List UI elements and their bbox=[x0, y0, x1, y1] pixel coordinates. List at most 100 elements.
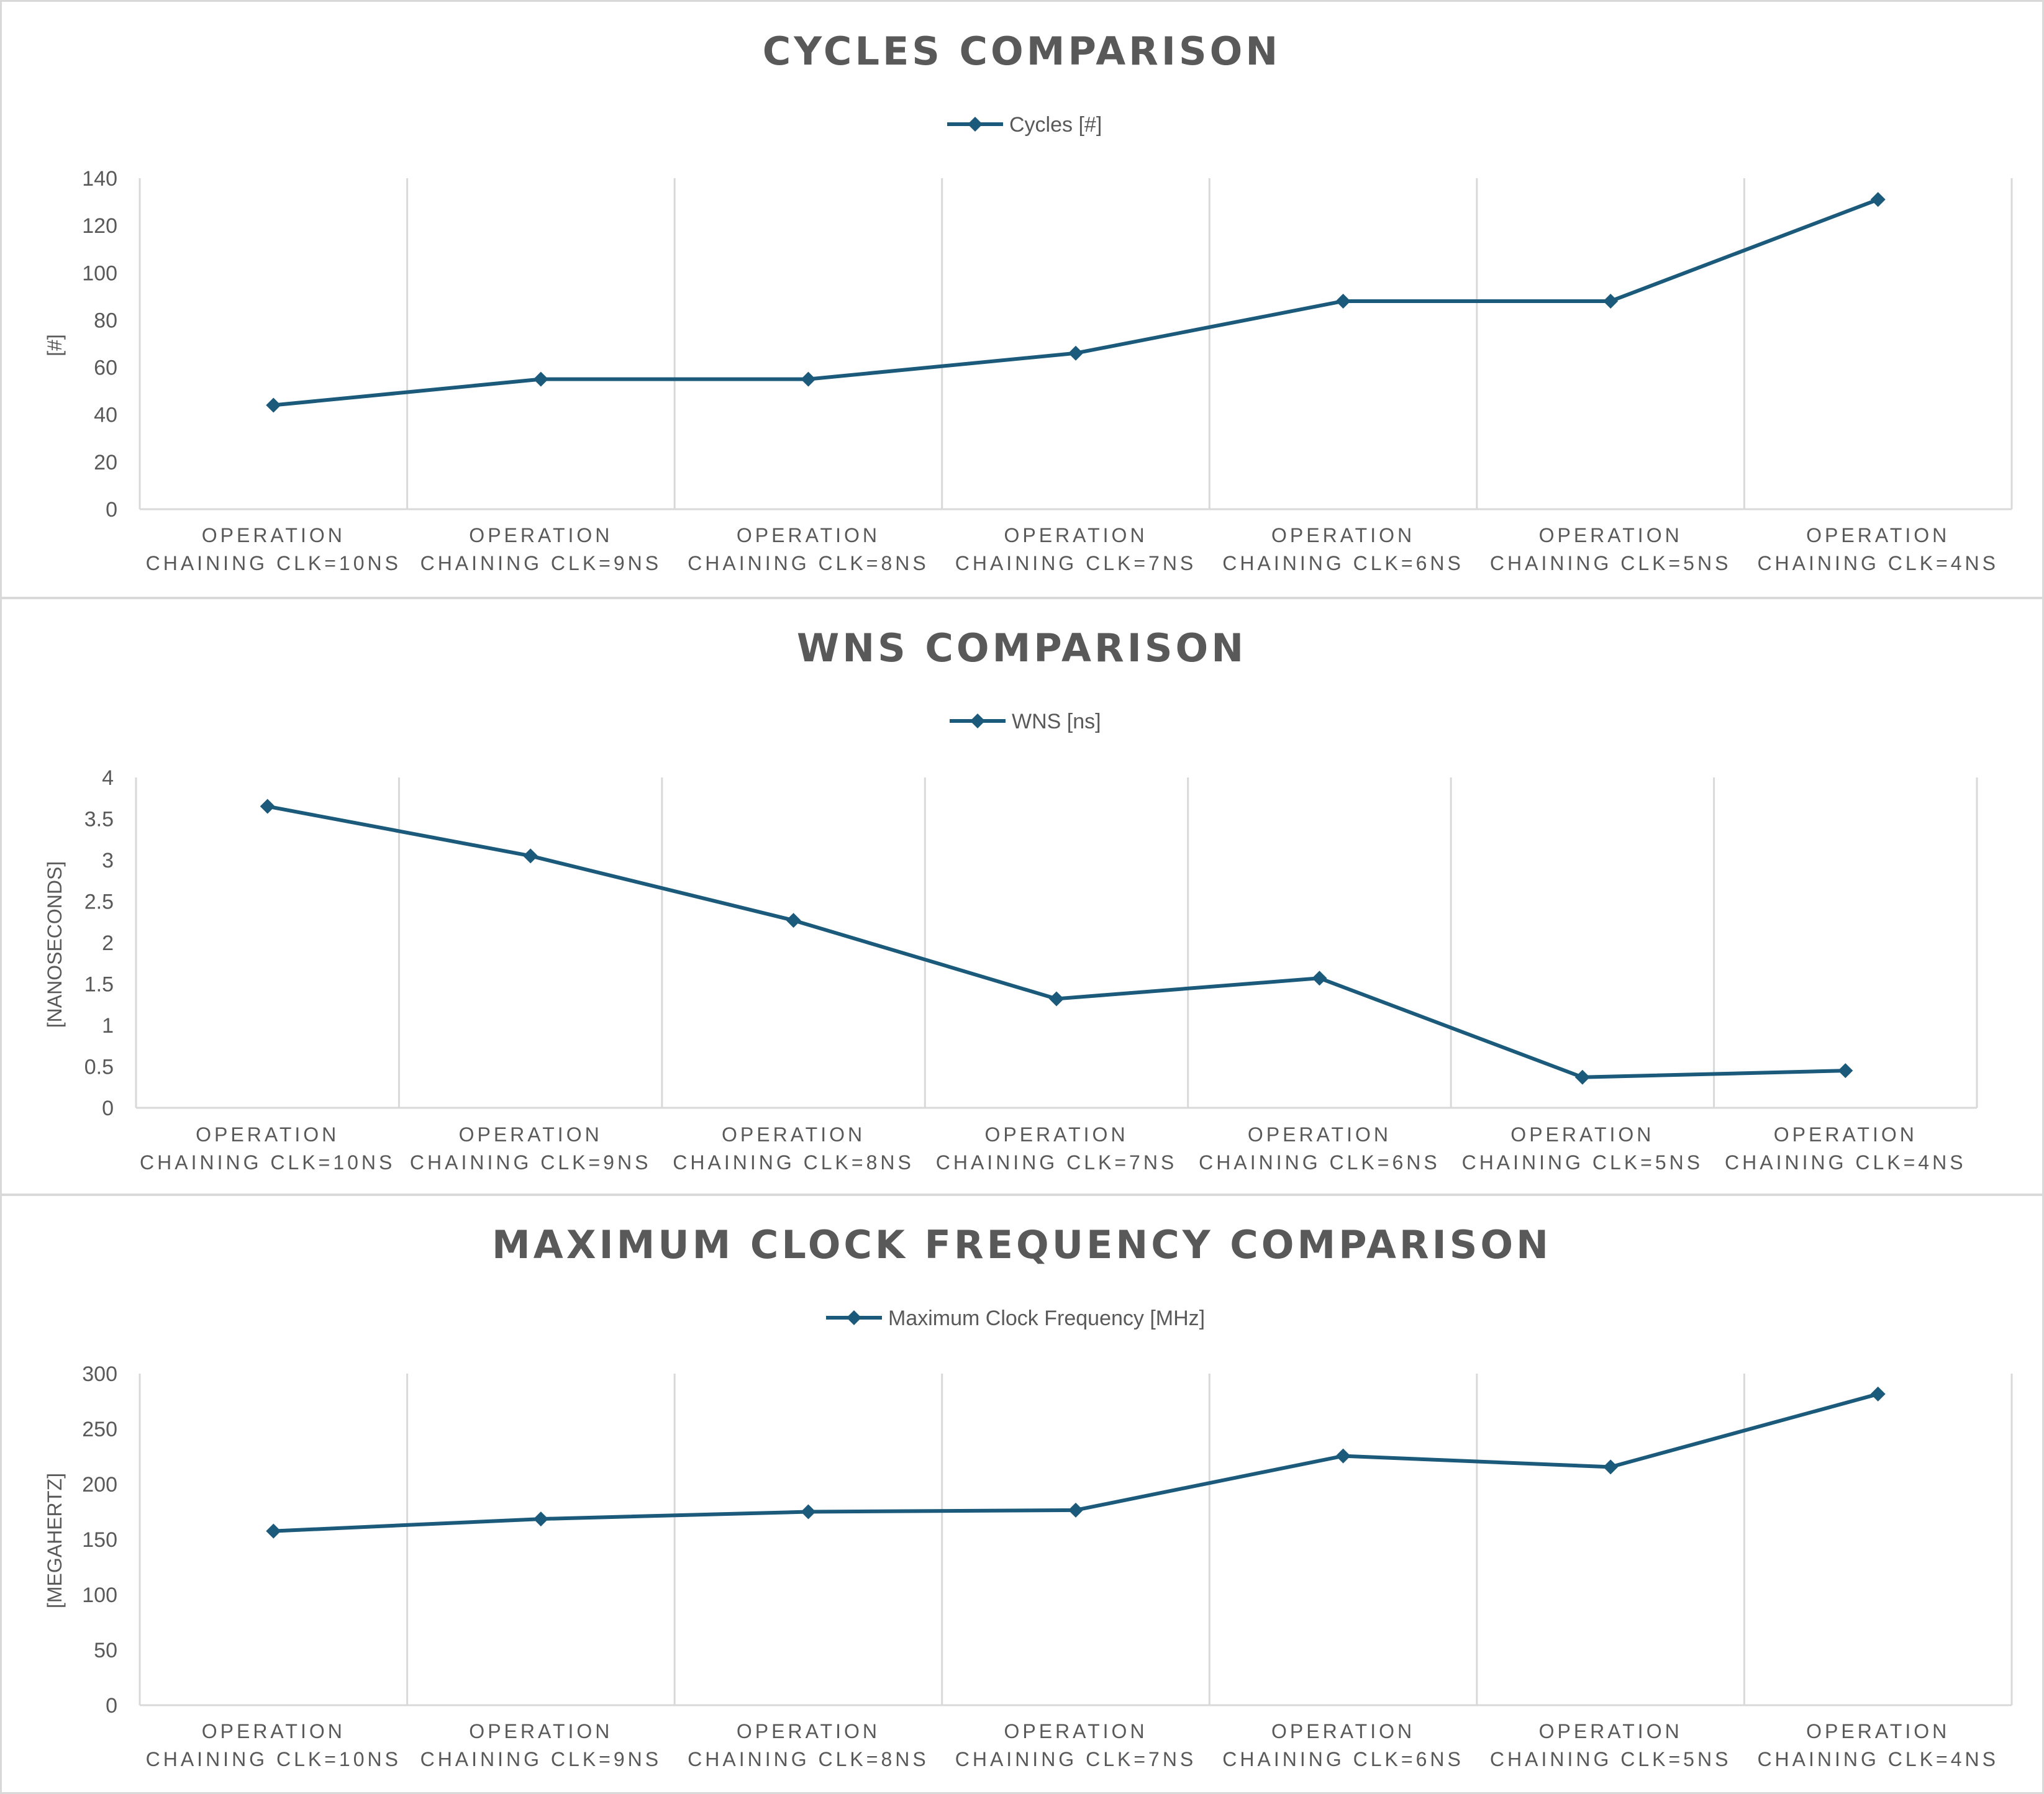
x-tick-label: OPERATION bbox=[1510, 1123, 1654, 1146]
y-tick-label: 2.5 bbox=[84, 890, 114, 914]
cycles-chart: CYCLES COMPARISON Cycles [#] [#] 0 20 40 60… bbox=[43, 29, 2013, 574]
x-tick-label: CHAINING CLK=4NS bbox=[1757, 552, 1999, 574]
x-tick-label: OPERATION bbox=[459, 1123, 602, 1146]
legend-label: Maximum Clock Frequency [MHz] bbox=[888, 1307, 1205, 1330]
y-tick-label: 50 bbox=[94, 1639, 117, 1662]
y-tick-label: 250 bbox=[82, 1418, 117, 1441]
series-line bbox=[267, 804, 1846, 1079]
x-tick-label: OPERATION bbox=[1271, 1720, 1415, 1742]
x-tick-label: OPERATION bbox=[1539, 524, 1683, 546]
data-point bbox=[1870, 192, 1886, 207]
x-tick-label: OPERATION bbox=[984, 1123, 1128, 1146]
data-point bbox=[1335, 293, 1351, 309]
y-tick-label: 80 bbox=[94, 309, 117, 332]
y-tick-label: 1 bbox=[102, 1014, 114, 1038]
y-tick-label: 140 bbox=[82, 167, 117, 191]
legend-label: Cycles [#] bbox=[1009, 113, 1102, 137]
y-tick-label: 0 bbox=[106, 498, 117, 522]
x-tick-label: CHAINING CLK=9NS bbox=[410, 1151, 652, 1174]
x-tick-label: OPERATION bbox=[469, 1720, 612, 1742]
y-tick-label: 150 bbox=[82, 1528, 117, 1552]
legend-marker-icon bbox=[968, 117, 983, 132]
x-tick-label: CHAINING CLK=7NS bbox=[936, 1151, 1178, 1174]
x-tick-label: CHAINING CLK=4NS bbox=[1757, 1748, 1999, 1770]
x-tick-label: CHAINING CLK=9NS bbox=[420, 1748, 662, 1770]
x-tick-label: CHAINING CLK=6NS bbox=[1222, 1748, 1464, 1770]
y-tick-label: 3 bbox=[102, 849, 114, 872]
legend-marker-icon bbox=[970, 714, 985, 728]
data-point bbox=[523, 848, 538, 864]
x-tick-label: CHAINING CLK=7NS bbox=[955, 1748, 1197, 1770]
x-tick-label: OPERATION bbox=[1806, 524, 1950, 546]
x-tick-label: CHAINING CLK=7NS bbox=[955, 552, 1197, 574]
data-point bbox=[1335, 1448, 1351, 1464]
x-tick-label: CHAINING CLK=6NS bbox=[1199, 1151, 1440, 1174]
data-point bbox=[1068, 345, 1083, 361]
x-tick-label: CHAINING CLK=9NS bbox=[420, 552, 662, 574]
data-point bbox=[1870, 1386, 1886, 1402]
max-clock-frequency-chart-panel: MAXIMUM CLOCK FREQUENCY COMPARISON Maxim… bbox=[0, 1194, 2044, 1794]
x-tick-label: OPERATION bbox=[737, 524, 880, 546]
data-point bbox=[1603, 1459, 1619, 1475]
y-tick-label: 2 bbox=[102, 931, 114, 955]
y-tick-label: 300 bbox=[82, 1362, 117, 1386]
x-tick-label: CHAINING CLK=8NS bbox=[688, 552, 929, 574]
x-tick-label: OPERATION bbox=[1774, 1123, 1917, 1146]
x-tick-label: OPERATION bbox=[202, 1720, 345, 1742]
x-tick-label: OPERATION bbox=[722, 1123, 865, 1146]
max-clock-frequency-chart: MAXIMUM CLOCK FREQUENCY COMPARISON Maxim… bbox=[43, 1222, 2013, 1770]
wns-chart: WNS COMPARISON WNS [ns] [NANOSECONDS] 00… bbox=[43, 625, 1978, 1174]
legend-label: WNS [ns] bbox=[1012, 710, 1101, 733]
plot-area: 0 20 40 60 80 100 120 140 OPERATION CHAINING CLK=… bbox=[82, 167, 2013, 574]
x-tick-label: CHAINING CLK=8NS bbox=[688, 1748, 929, 1770]
x-tick-label: CHAINING CLK=5NS bbox=[1462, 1151, 1704, 1174]
data-point bbox=[1312, 971, 1327, 986]
legend-marker-icon bbox=[847, 1310, 861, 1325]
y-axis-label: [#] bbox=[43, 334, 66, 356]
data-point bbox=[1068, 1502, 1083, 1518]
x-tick-label: CHAINING CLK=10NS bbox=[146, 1748, 401, 1770]
chart-title: CYCLES COMPARISON bbox=[763, 29, 1281, 74]
y-tick-label: 0.5 bbox=[84, 1056, 114, 1079]
data-point bbox=[786, 913, 801, 928]
x-tick-label: CHAINING CLK=10NS bbox=[146, 552, 401, 574]
data-point bbox=[1049, 991, 1064, 1007]
x-tick-label: CHAINING CLK=8NS bbox=[673, 1151, 914, 1174]
y-tick-label: 20 bbox=[94, 451, 117, 474]
x-tick-label: OPERATION bbox=[196, 1123, 339, 1146]
y-axis-label: [MEGAHERTZ] bbox=[43, 1473, 66, 1608]
x-tick-label: CHAINING CLK=4NS bbox=[1725, 1151, 1966, 1174]
y-tick-label: 0 bbox=[102, 1097, 114, 1120]
x-tick-label: OPERATION bbox=[1004, 524, 1147, 546]
y-axis-label: [NANOSECONDS] bbox=[43, 861, 66, 1028]
y-tick-label: 3.5 bbox=[84, 808, 114, 831]
data-point bbox=[801, 371, 816, 387]
data-point bbox=[1838, 1063, 1853, 1079]
y-tick-label: 120 bbox=[82, 214, 117, 238]
x-tick-label: OPERATION bbox=[469, 524, 612, 546]
series-line bbox=[273, 197, 1879, 407]
x-tick-label: OPERATION bbox=[1004, 1720, 1147, 1742]
x-tick-label: OPERATION bbox=[1248, 1123, 1391, 1146]
x-tick-label: CHAINING CLK=5NS bbox=[1490, 1748, 1732, 1770]
plot-area: 0 50 100 150 200 250 300 OPERATION CHAINING CLK=… bbox=[82, 1362, 2013, 1770]
plot-area: 0 0.5 1 1.5 2 2.5 3 3.5 4 OPERATION CHAINING CLK=1… bbox=[84, 766, 1978, 1174]
data-point bbox=[1574, 1069, 1590, 1085]
y-tick-label: 100 bbox=[82, 1583, 117, 1607]
x-tick-label: CHAINING CLK=6NS bbox=[1222, 552, 1464, 574]
legend: Cycles [#] bbox=[947, 113, 1102, 137]
chart-title: MAXIMUM CLOCK FREQUENCY COMPARISON bbox=[492, 1222, 1551, 1267]
y-tick-label: 0 bbox=[106, 1694, 117, 1718]
y-tick-label: 100 bbox=[82, 261, 117, 285]
data-point bbox=[801, 1504, 816, 1520]
y-tick-label: 60 bbox=[94, 356, 117, 380]
data-point bbox=[1603, 293, 1619, 309]
x-tick-label: OPERATION bbox=[1539, 1720, 1683, 1742]
data-point bbox=[260, 799, 275, 814]
x-tick-label: CHAINING CLK=10NS bbox=[140, 1151, 395, 1174]
legend: WNS [ns] bbox=[950, 710, 1101, 733]
x-tick-label: OPERATION bbox=[737, 1720, 880, 1742]
cycles-chart-panel: CYCLES COMPARISON Cycles [#] [#] 0 20 40 60… bbox=[0, 0, 2044, 599]
data-point bbox=[533, 371, 548, 387]
